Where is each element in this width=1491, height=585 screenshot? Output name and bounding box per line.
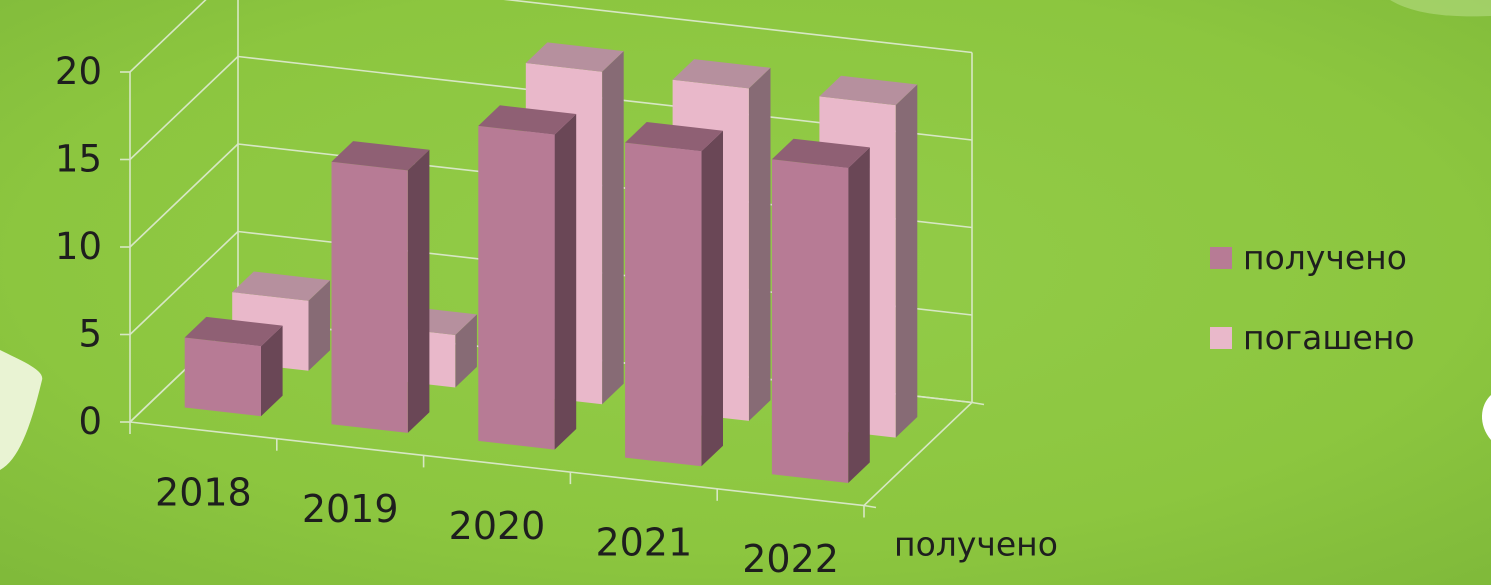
bar-side-face xyxy=(261,325,283,417)
y-tick-label: 20 xyxy=(55,50,102,93)
bar-front-face xyxy=(625,142,702,467)
decor-leaf-top-right xyxy=(1390,0,1491,17)
bar-side-face xyxy=(455,314,477,388)
bar-side-face xyxy=(848,147,870,483)
bar-top-face xyxy=(331,141,430,171)
bar-front-face xyxy=(478,125,555,450)
chart-legend: получено погашено xyxy=(1210,238,1415,357)
y-tick-label: 0 xyxy=(78,400,102,443)
bar-top-face xyxy=(819,75,918,106)
side-wall-gridline xyxy=(129,143,239,248)
decor-leaf-left xyxy=(0,350,43,470)
bar-side-face xyxy=(602,51,624,405)
decor-leaf-right xyxy=(1481,395,1491,440)
bar-top-face xyxy=(771,138,870,168)
back-wall-gridline xyxy=(503,0,973,54)
legend-label: погашено xyxy=(1243,318,1415,357)
legend-swatch xyxy=(1210,327,1232,349)
bar-top-face xyxy=(184,316,283,347)
legend-item-received: получено xyxy=(1210,238,1407,277)
bar-top-face xyxy=(672,59,771,89)
bar-front-face xyxy=(771,159,849,484)
bar-top-face xyxy=(478,105,577,135)
bar-front-face xyxy=(331,161,408,433)
depth-tick-mark xyxy=(971,401,985,406)
bar-top-face xyxy=(625,122,723,152)
bar-received-2022 xyxy=(771,138,870,484)
side-wall-gridline xyxy=(129,230,239,336)
y-tick-label: 10 xyxy=(55,225,102,268)
bar-received-2021 xyxy=(625,122,723,467)
side-wall-gridline xyxy=(129,0,207,73)
chart-labels: 0 5 10 15 20 2018 2019 2020 2021 2022 получено xyxy=(55,50,1058,581)
y-tick-label: 15 xyxy=(55,138,102,181)
depth-tick-mark xyxy=(863,504,877,509)
x-tick-label: 2021 xyxy=(595,520,692,564)
bar-side-face xyxy=(308,280,331,371)
bar-side-face xyxy=(701,130,723,467)
bar-received-2019 xyxy=(331,141,430,433)
legend-item-repaid: погашено xyxy=(1210,318,1415,357)
bar-side-face xyxy=(554,114,577,450)
bar-side-face xyxy=(407,149,430,433)
bar-side-face xyxy=(748,67,771,421)
bar-received-2018 xyxy=(184,316,283,417)
legend-swatch xyxy=(1210,247,1232,269)
x-tick-label: 2020 xyxy=(449,504,546,548)
bar-side-face xyxy=(895,84,918,438)
legend-label: получено xyxy=(1243,238,1407,277)
x-tick-label: 2018 xyxy=(155,470,252,514)
y-tick-label: 5 xyxy=(78,313,102,356)
x-tick-label: 2022 xyxy=(742,537,839,581)
chart-bars xyxy=(184,42,918,484)
bar-front-face xyxy=(184,337,261,417)
x-tick-label: 2019 xyxy=(302,487,399,531)
depth-axis-label: получено xyxy=(894,525,1058,564)
side-wall-gridline xyxy=(129,55,239,161)
bar-top-face xyxy=(232,271,331,301)
bar-received-2020 xyxy=(478,105,577,450)
bar-top-face xyxy=(525,42,624,72)
